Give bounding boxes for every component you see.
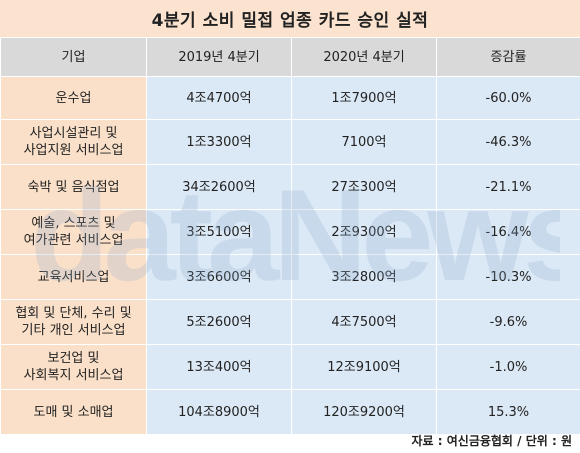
value-2020q4-cell: 3조2800억 [292, 255, 437, 300]
header-2019q4: 2019년 4분기 [147, 38, 292, 77]
header-2020q4: 2020년 4분기 [292, 38, 437, 77]
company-cell: 숙박 및 음식점업 [1, 165, 147, 210]
company-cell: 사업시설관리 및 사업지원 서비스업 [1, 120, 147, 165]
value-2019q4-cell: 5조2600억 [147, 300, 292, 345]
value-2019q4-cell: 104조8900억 [147, 390, 292, 435]
value-2020q4-cell: 7100억 [292, 120, 437, 165]
company-label: 협회 및 단체, 수리 및 [5, 305, 142, 322]
change-rate-cell: -21.1% [437, 165, 580, 210]
company-cell: 예술, 스포츠 및 여가관련 서비스업 [1, 210, 147, 255]
table-body: 운수업 4조4700억 1조7900억 -60.0% 사업시설관리 및 사업지원 서비스업… [1, 77, 580, 435]
company-label: 사회복지 서비스업 [5, 367, 142, 384]
change-rate-cell: -16.4% [437, 210, 580, 255]
change-rate-cell: -10.3% [437, 255, 580, 300]
value-2019q4-cell: 3조5100억 [147, 210, 292, 255]
company-cell: 운수업 [1, 77, 147, 120]
company-label: 도매 및 소매업 [5, 404, 142, 421]
value-2020q4-cell: 120조9200억 [292, 390, 437, 435]
table-row: 예술, 스포츠 및 여가관련 서비스업 3조5100억 2조9300억 -16.4% [1, 210, 580, 255]
company-label: 운수업 [5, 90, 142, 107]
table-row: 사업시설관리 및 사업지원 서비스업 1조3300억 7100억 -46.3% [1, 120, 580, 165]
value-2020q4-cell: 12조9100억 [292, 345, 437, 390]
change-rate-cell: -46.3% [437, 120, 580, 165]
value-2019q4-cell: 13조400억 [147, 345, 292, 390]
value-2020q4-cell: 1조7900억 [292, 77, 437, 120]
table-row: 숙박 및 음식점업 34조2600억 27조300억 -21.1% [1, 165, 580, 210]
company-cell: 교육서비스업 [1, 255, 147, 300]
value-2019q4-cell: 4조4700억 [147, 77, 292, 120]
table-row: 보건업 및 사회복지 서비스업 13조400억 12조9100억 -1.0% [1, 345, 580, 390]
company-cell: 도매 및 소매업 [1, 390, 147, 435]
value-2019q4-cell: 1조3300억 [147, 120, 292, 165]
table-title: 4분기 소비 밀접 업종 카드 승인 실적 [0, 0, 580, 38]
change-rate-cell: 15.3% [437, 390, 580, 435]
change-rate-cell: -1.0% [437, 345, 580, 390]
header-change: 증감률 [437, 38, 580, 77]
company-cell: 보건업 및 사회복지 서비스업 [1, 345, 147, 390]
table-row: 교육서비스업 3조6600억 3조2800억 -10.3% [1, 255, 580, 300]
company-label: 기타 개인 서비스업 [5, 322, 142, 339]
value-2020q4-cell: 2조9300억 [292, 210, 437, 255]
company-label: 예술, 스포츠 및 [5, 215, 142, 232]
table-row: 협회 및 단체, 수리 및 기타 개인 서비스업 5조2600억 4조7500억 -9.… [1, 300, 580, 345]
value-2020q4-cell: 4조7500억 [292, 300, 437, 345]
header-company: 기업 [1, 38, 147, 77]
company-label: 교육서비스업 [5, 269, 142, 286]
source-footnote: 자료 : 여신금융협회 / 단위 : 원 [412, 432, 573, 449]
company-label: 숙박 및 음식점업 [5, 179, 142, 196]
header-row: 기업 2019년 4분기 2020년 4분기 증감률 [1, 38, 580, 77]
change-rate-cell: -9.6% [437, 300, 580, 345]
change-rate-cell: -60.0% [437, 77, 580, 120]
card-approval-table: 기업 2019년 4분기 2020년 4분기 증감률 운수업 4조4700억 1조7… [0, 37, 580, 435]
value-2020q4-cell: 27조300억 [292, 165, 437, 210]
company-label: 사업지원 서비스업 [5, 142, 142, 159]
value-2019q4-cell: 34조2600억 [147, 165, 292, 210]
company-label: 여가관련 서비스업 [5, 232, 142, 249]
company-label: 보건업 및 [5, 350, 142, 367]
table-row: 운수업 4조4700억 1조7900억 -60.0% [1, 77, 580, 120]
value-2019q4-cell: 3조6600억 [147, 255, 292, 300]
company-label: 사업시설관리 및 [5, 125, 142, 142]
table-row: 도매 및 소매업 104조8900억 120조9200억 15.3% [1, 390, 580, 435]
company-cell: 협회 및 단체, 수리 및 기타 개인 서비스업 [1, 300, 147, 345]
